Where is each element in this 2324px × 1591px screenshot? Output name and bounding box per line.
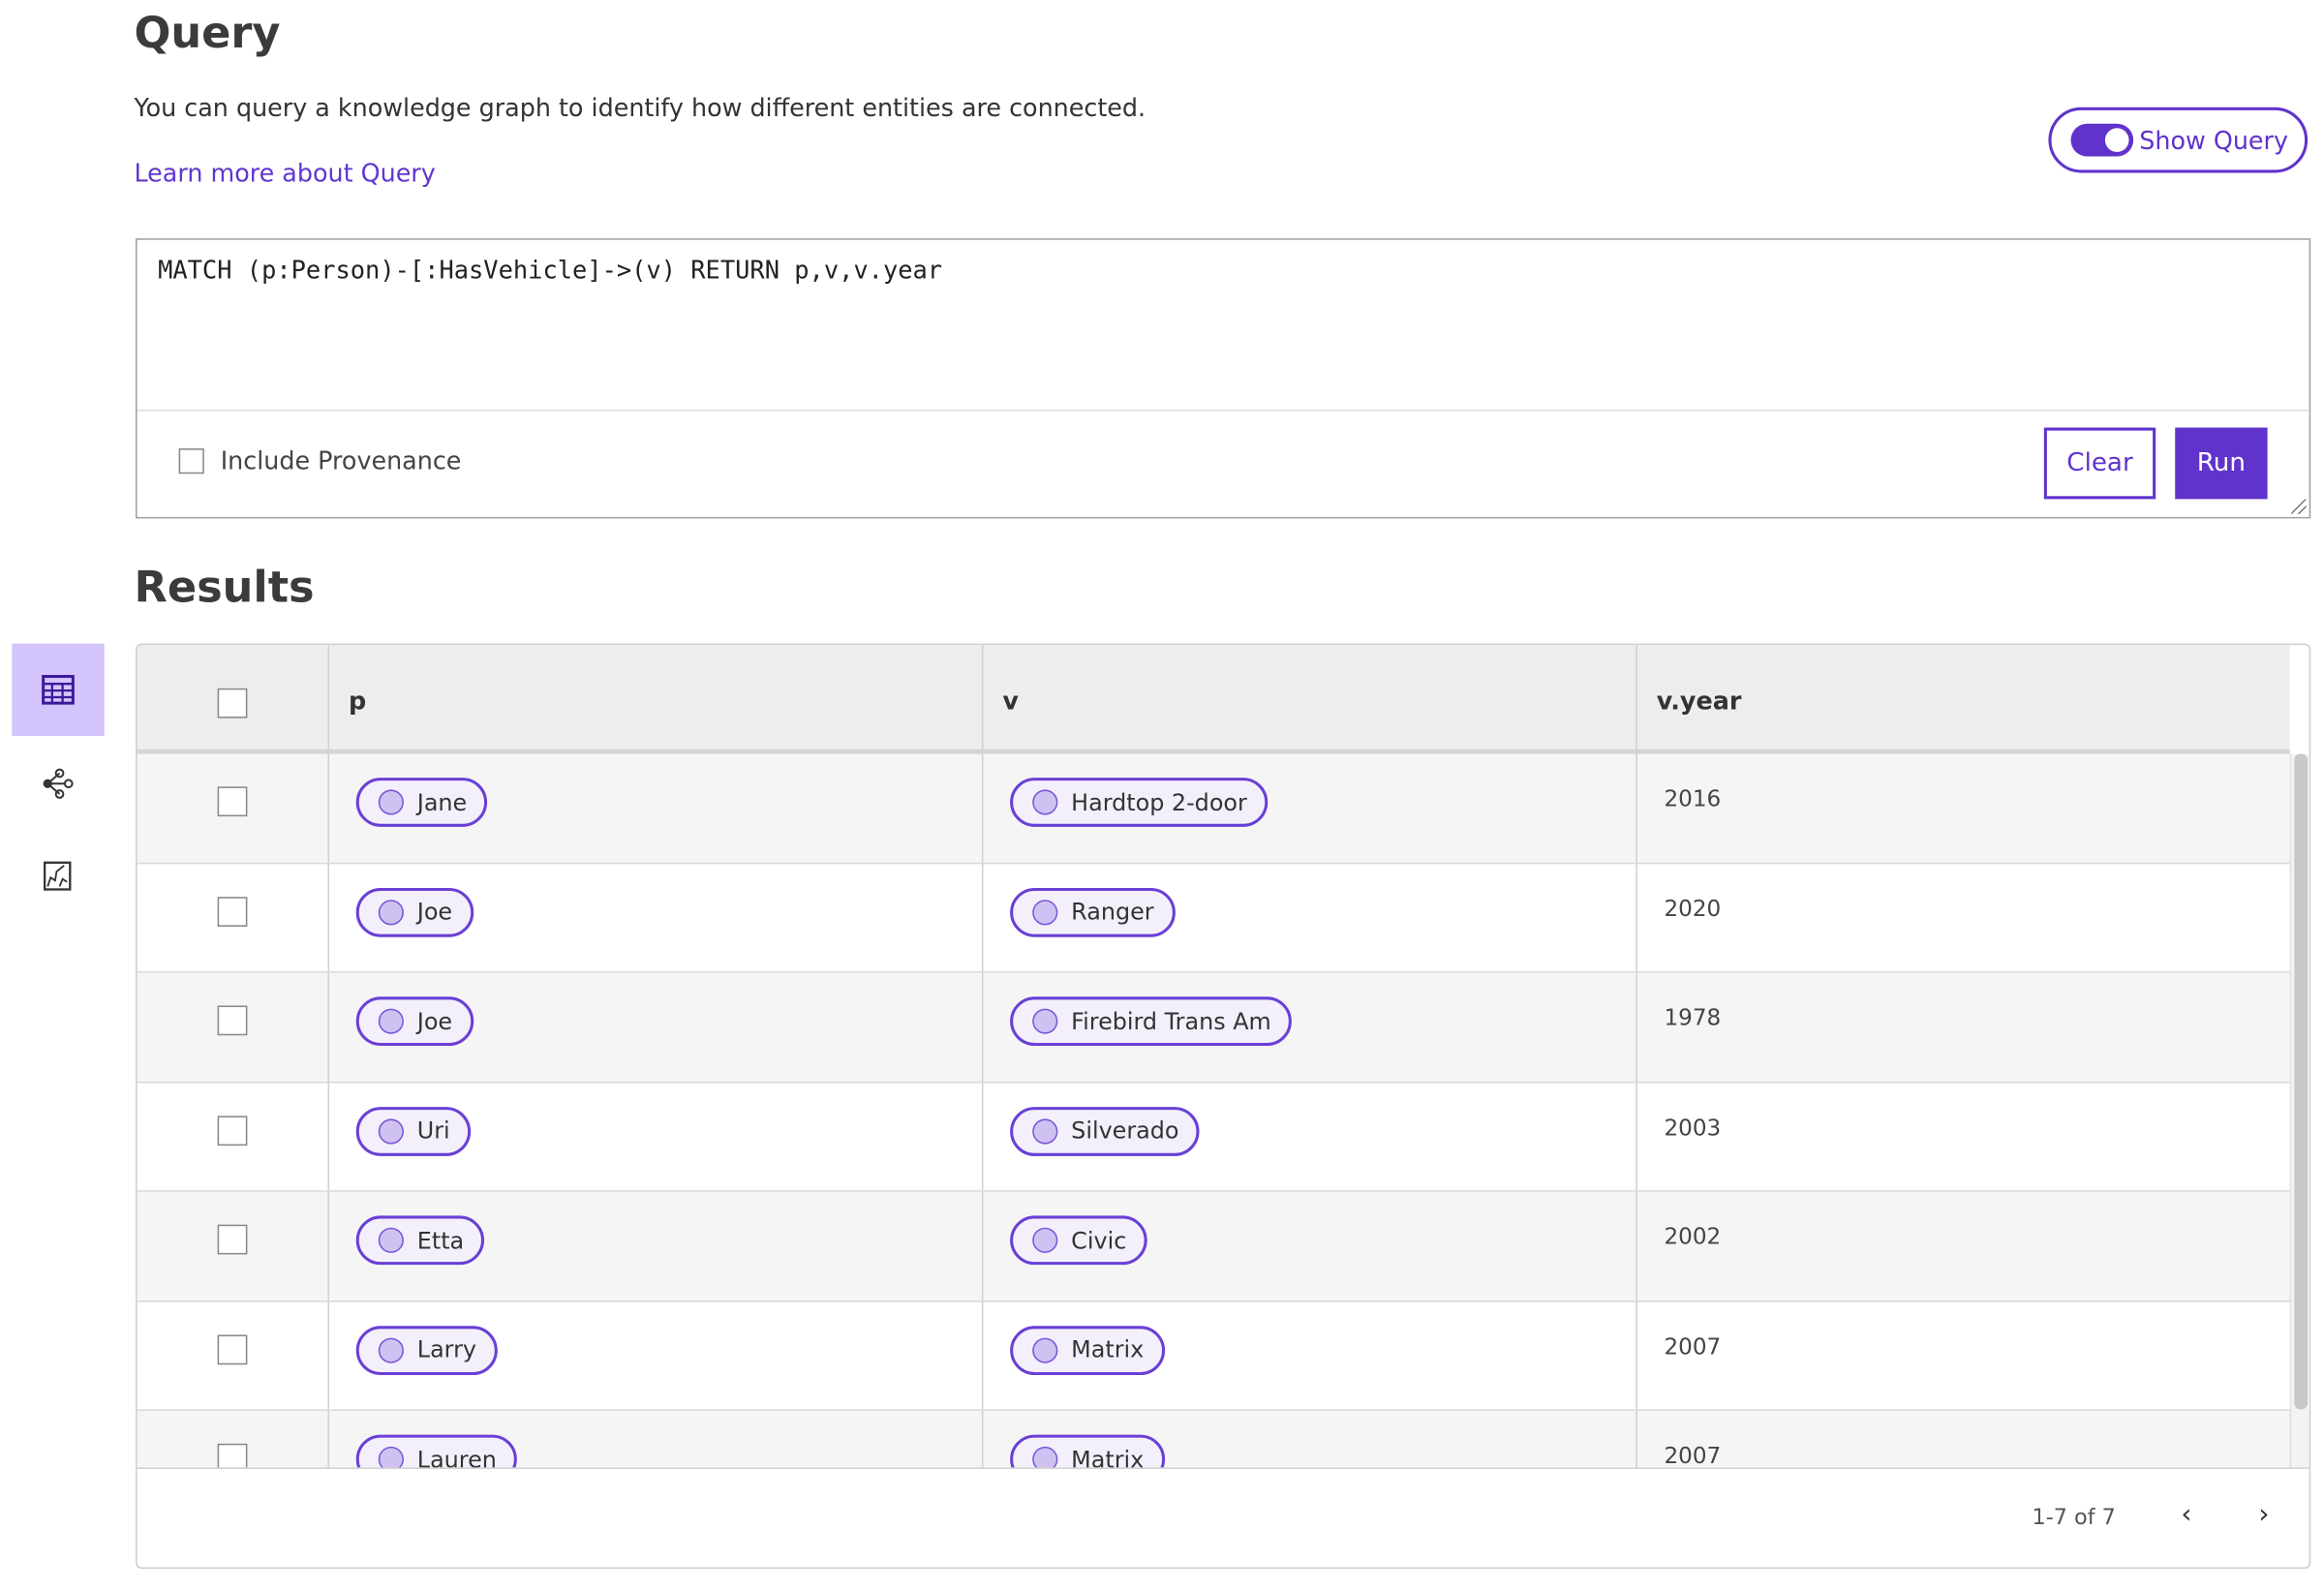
clear-button[interactable]: Clear xyxy=(2043,427,2156,500)
chip-label: Silverado xyxy=(1071,1117,1179,1145)
entity-chip-person[interactable]: Jane xyxy=(355,778,488,827)
chip-label: Joe xyxy=(416,1007,453,1035)
entity-chip-vehicle[interactable]: Matrix xyxy=(1010,1434,1165,1468)
entity-chip-person[interactable]: Lauren xyxy=(355,1434,518,1468)
node-icon xyxy=(378,899,404,925)
table-icon xyxy=(42,674,75,705)
chip-label: Ranger xyxy=(1071,898,1154,926)
entity-chip-person[interactable]: Etta xyxy=(355,1215,485,1266)
table-row: Joe Ranger 2020 xyxy=(137,863,2290,973)
entity-chip-vehicle[interactable]: Ranger xyxy=(1010,887,1176,936)
table-row: Larry Matrix 2007 xyxy=(137,1300,2290,1411)
learn-more-link[interactable]: Learn more about Query xyxy=(134,159,436,188)
node-icon xyxy=(378,1227,404,1253)
entity-chip-vehicle[interactable]: Firebird Trans Am xyxy=(1010,996,1293,1047)
table-row: Jane Hardtop 2-door 2016 xyxy=(137,753,2290,864)
table-header: p v v.year xyxy=(137,645,2290,754)
row-checkbox[interactable] xyxy=(217,896,248,927)
query-input[interactable]: MATCH (p:Person)-[:HasVehicle]->(v) RETU… xyxy=(137,240,2309,412)
node-icon xyxy=(378,789,404,815)
year-cell: 2016 xyxy=(1664,784,1722,812)
results-table: p v v.year Jane Hardtop 2-door 2016 Joe Rang… xyxy=(136,643,2311,1570)
entity-chip-person[interactable]: Joe xyxy=(355,887,474,936)
chip-label: Jane xyxy=(416,788,468,816)
chip-label: Uri xyxy=(416,1117,450,1145)
entity-chip-vehicle[interactable]: Hardtop 2-door xyxy=(1010,778,1269,827)
table-row: Joe Firebird Trans Am 1978 xyxy=(137,972,2290,1083)
chip-label: Etta xyxy=(416,1226,465,1254)
entity-chip-vehicle[interactable]: Civic xyxy=(1010,1215,1147,1266)
column-header-p[interactable]: p xyxy=(349,687,367,716)
graph-icon xyxy=(43,768,74,799)
year-cell: 2007 xyxy=(1664,1332,1722,1360)
next-page-button[interactable]: › xyxy=(2258,1498,2270,1531)
row-checkbox[interactable] xyxy=(217,1443,248,1468)
chip-label: Civic xyxy=(1071,1226,1127,1254)
sidebar-item-graph[interactable] xyxy=(12,738,104,830)
resize-handle-icon[interactable] xyxy=(2291,499,2307,514)
chart-icon xyxy=(44,861,72,891)
entity-chip-vehicle[interactable]: Matrix xyxy=(1010,1325,1165,1375)
node-icon xyxy=(378,1008,404,1034)
node-icon xyxy=(1032,1336,1058,1362)
column-header-v-year[interactable]: v.year xyxy=(1656,687,1742,716)
column-header-v[interactable]: v xyxy=(1002,687,1019,716)
entity-chip-person[interactable]: Uri xyxy=(355,1106,472,1156)
show-query-toggle[interactable]: Show Query xyxy=(2048,107,2309,173)
table-row: Etta Civic 2002 xyxy=(137,1191,2290,1301)
table-body: Jane Hardtop 2-door 2016 Joe Ranger 2020 Joe Fi… xyxy=(137,753,2290,1468)
chip-label: Joe xyxy=(416,898,453,926)
query-editor-panel: MATCH (p:Person)-[:HasVehicle]->(v) RETU… xyxy=(136,238,2311,519)
run-button[interactable]: Run xyxy=(2175,427,2268,500)
year-cell: 2020 xyxy=(1664,894,1722,922)
row-checkbox[interactable] xyxy=(217,1333,248,1364)
node-icon xyxy=(378,1117,404,1144)
entity-chip-vehicle[interactable]: Silverado xyxy=(1010,1106,1201,1156)
chip-label: Larry xyxy=(416,1336,476,1363)
node-icon xyxy=(1032,1117,1058,1144)
toggle-switch-icon xyxy=(2070,123,2134,157)
table-row: Uri Silverado 2003 xyxy=(137,1082,2290,1192)
node-icon xyxy=(1032,1008,1058,1034)
chip-label: Lauren xyxy=(416,1446,497,1468)
year-cell: 1978 xyxy=(1664,1003,1722,1031)
node-icon xyxy=(1032,1446,1058,1468)
prev-page-button[interactable]: ‹ xyxy=(2181,1498,2192,1531)
node-icon xyxy=(1032,789,1058,815)
chip-label: Hardtop 2-door xyxy=(1071,788,1247,816)
sidebar-item-table[interactable] xyxy=(12,643,105,737)
node-icon xyxy=(378,1336,404,1362)
node-icon xyxy=(378,1446,404,1468)
entity-chip-person[interactable]: Larry xyxy=(355,1325,498,1375)
year-cell: 2002 xyxy=(1664,1223,1722,1250)
year-cell: 2003 xyxy=(1664,1114,1722,1141)
pagination-label: 1-7 of 7 xyxy=(2032,1506,2116,1531)
year-cell: 2007 xyxy=(1664,1442,1722,1468)
row-checkbox[interactable] xyxy=(217,1224,248,1255)
include-provenance-checkbox[interactable]: Include Provenance xyxy=(178,446,462,475)
node-icon xyxy=(1032,1227,1058,1253)
sidebar-item-chart[interactable] xyxy=(12,830,104,922)
select-all-checkbox[interactable] xyxy=(217,688,248,719)
entity-chip-person[interactable]: Joe xyxy=(355,996,474,1047)
table-row: Lauren Matrix 2007 xyxy=(137,1410,2290,1468)
show-query-label: Show Query xyxy=(2139,126,2289,155)
page-description: You can query a knowledge graph to ident… xyxy=(134,93,1147,123)
page-title: Query xyxy=(134,7,281,59)
chip-label: Matrix xyxy=(1071,1446,1145,1468)
row-checkbox[interactable] xyxy=(217,1005,248,1036)
include-provenance-label: Include Provenance xyxy=(220,446,462,475)
row-checkbox[interactable] xyxy=(217,1115,248,1146)
results-title: Results xyxy=(134,562,315,613)
scrollbar-thumb[interactable] xyxy=(2294,753,2309,1410)
chip-label: Matrix xyxy=(1071,1336,1145,1363)
table-footer: 1-7 of 7 ‹ › xyxy=(137,1467,2309,1567)
chip-label: Firebird Trans Am xyxy=(1071,1007,1271,1035)
node-icon xyxy=(1032,899,1058,925)
row-checkbox[interactable] xyxy=(217,786,248,817)
scrollbar[interactable] xyxy=(2289,753,2309,1468)
checkbox[interactable] xyxy=(178,448,204,474)
